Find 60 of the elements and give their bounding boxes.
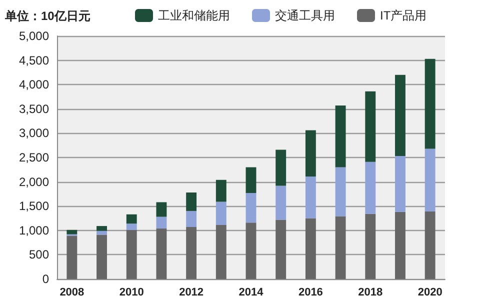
bar xyxy=(246,167,256,193)
y-tick-label: 4,500 xyxy=(18,53,50,68)
y-tick-label: 1,000 xyxy=(18,223,50,238)
bar xyxy=(365,214,376,279)
bar xyxy=(156,228,167,279)
y-tick-label: 0 xyxy=(42,272,50,286)
bar xyxy=(305,176,316,218)
bar xyxy=(216,202,226,226)
x-tick-label: 2016 xyxy=(298,286,323,298)
y-tick-label: 4,000 xyxy=(18,78,50,92)
y-tick-label: 3,000 xyxy=(18,126,50,140)
bar xyxy=(335,167,346,216)
bar xyxy=(335,106,346,168)
y-tick-label: 2,000 xyxy=(18,174,50,189)
x-tick-label: 2010 xyxy=(119,286,144,298)
bar xyxy=(126,230,137,279)
bar xyxy=(156,202,167,217)
x-tick-label: 2018 xyxy=(358,286,383,298)
bar xyxy=(186,192,197,211)
x-tick-label: 2014 xyxy=(238,286,264,298)
bar xyxy=(424,148,436,212)
x-tick-label: 2012 xyxy=(179,286,204,298)
y-tick-label: 3,500 xyxy=(18,102,50,116)
bar xyxy=(305,218,316,279)
y-tick-label: 1,500 xyxy=(18,199,50,214)
bar xyxy=(395,212,406,279)
legend-label: 交通工具用 xyxy=(275,8,335,22)
bar xyxy=(96,226,107,231)
bar xyxy=(66,236,78,279)
bar xyxy=(395,156,406,212)
bar xyxy=(126,224,137,230)
bar xyxy=(246,222,256,279)
bar xyxy=(276,150,286,186)
bar xyxy=(96,230,107,235)
bar xyxy=(424,211,436,279)
bar xyxy=(365,162,376,214)
x-tick-label: 2020 xyxy=(418,286,442,298)
bar xyxy=(395,74,406,156)
bar xyxy=(96,234,107,279)
legend-label: IT产品用 xyxy=(380,8,427,22)
bar xyxy=(305,130,316,176)
bar xyxy=(276,186,286,220)
bar xyxy=(335,216,346,279)
bar xyxy=(186,227,197,279)
y-tick-label: 500 xyxy=(28,248,50,262)
bar xyxy=(186,210,197,227)
bar xyxy=(216,225,226,279)
legend-label: 工业和储能用 xyxy=(158,8,230,22)
bar xyxy=(216,180,226,202)
bar xyxy=(126,214,137,224)
y-tick-label: 2,500 xyxy=(18,150,50,164)
bar xyxy=(276,220,286,279)
bar xyxy=(365,91,376,162)
bar xyxy=(66,230,78,234)
bar xyxy=(156,216,167,228)
bar xyxy=(246,192,256,223)
y-tick-label: 5,000 xyxy=(18,29,50,43)
bar xyxy=(424,58,436,149)
x-tick-label: 2008 xyxy=(60,286,84,298)
y-axis-title: 单位：10亿日元 xyxy=(4,9,90,23)
